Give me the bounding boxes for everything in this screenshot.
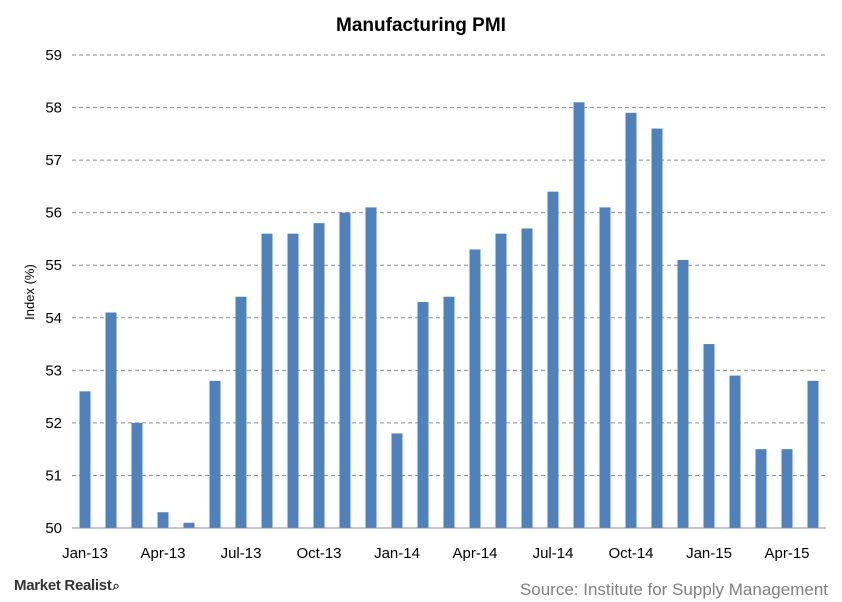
bar-May-13 <box>183 522 195 528</box>
bar-Jan-14 <box>391 433 403 528</box>
x-tick-label: Jul-13 <box>221 545 262 562</box>
x-tick-label: Oct-14 <box>608 545 653 562</box>
bar-May-15 <box>807 380 819 528</box>
x-tick-label: Jan-14 <box>374 545 420 562</box>
x-tick-label: Apr-13 <box>140 545 185 562</box>
x-tick-label: Jan-15 <box>686 545 732 562</box>
bar-Jan-15 <box>703 344 715 528</box>
bars <box>79 102 819 529</box>
y-tick-label: 55 <box>45 257 62 274</box>
logo-text: Market Realist <box>14 577 112 594</box>
bar-May-14 <box>495 233 507 528</box>
y-tick-label: 53 <box>45 362 62 379</box>
magnifier-icon: ⌕ <box>112 578 120 593</box>
bar-Jun-14 <box>521 228 533 528</box>
bar-Jul-14 <box>547 191 559 528</box>
bar-Apr-13 <box>157 512 169 528</box>
bar-Jun-13 <box>209 380 221 528</box>
market-realist-logo: Market Realist⌕ <box>14 577 120 594</box>
bar-Sep-13 <box>287 233 299 528</box>
chart-title: Manufacturing PMI <box>336 15 506 36</box>
bar-Jul-13 <box>235 296 247 528</box>
bar-Dec-13 <box>365 207 377 528</box>
y-tick-label: 59 <box>45 47 62 64</box>
bar-Aug-13 <box>261 233 273 528</box>
bar-Feb-14 <box>417 302 429 528</box>
bar-Jan-13 <box>79 391 91 528</box>
y-tick-label: 56 <box>45 205 62 222</box>
y-tick-label: 57 <box>45 152 62 169</box>
y-tick-label: 52 <box>45 415 62 432</box>
bar-Apr-15 <box>781 449 793 528</box>
bar-Dec-14 <box>677 259 689 528</box>
x-tick-label: Jul-14 <box>533 545 574 562</box>
y-axis-label: Index (%) <box>22 264 37 320</box>
bar-Feb-13 <box>105 312 117 528</box>
bar-Nov-13 <box>339 212 351 528</box>
bar-Sep-14 <box>599 207 611 528</box>
bar-Oct-14 <box>625 112 637 529</box>
bar-Mar-14 <box>443 296 455 528</box>
bar-Aug-14 <box>573 102 585 529</box>
bar-Feb-15 <box>729 375 741 528</box>
y-tick-label: 51 <box>45 467 62 484</box>
y-axis-ticks: 50 51 52 53 54 55 56 57 58 59 <box>45 47 62 537</box>
y-tick-label: 54 <box>45 310 62 327</box>
y-tick-label: 50 <box>45 520 62 537</box>
bar-Nov-14 <box>651 128 663 529</box>
bar-Mar-15 <box>755 449 767 528</box>
x-axis-ticks: Jan-13 Apr-13 Jul-13 Oct-13 Jan-14 Apr-14 Jul-… <box>62 545 809 562</box>
x-tick-label: Apr-14 <box>452 545 497 562</box>
bar-Oct-13 <box>313 223 325 528</box>
bar-Mar-13 <box>131 422 143 528</box>
bar-Apr-14 <box>469 249 481 528</box>
y-tick-label: 58 <box>45 100 62 117</box>
source-note: Source: Institute for Supply Management <box>519 580 828 599</box>
x-tick-label: Jan-13 <box>62 545 108 562</box>
x-tick-label: Apr-15 <box>764 545 809 562</box>
x-tick-label: Oct-13 <box>296 545 341 562</box>
